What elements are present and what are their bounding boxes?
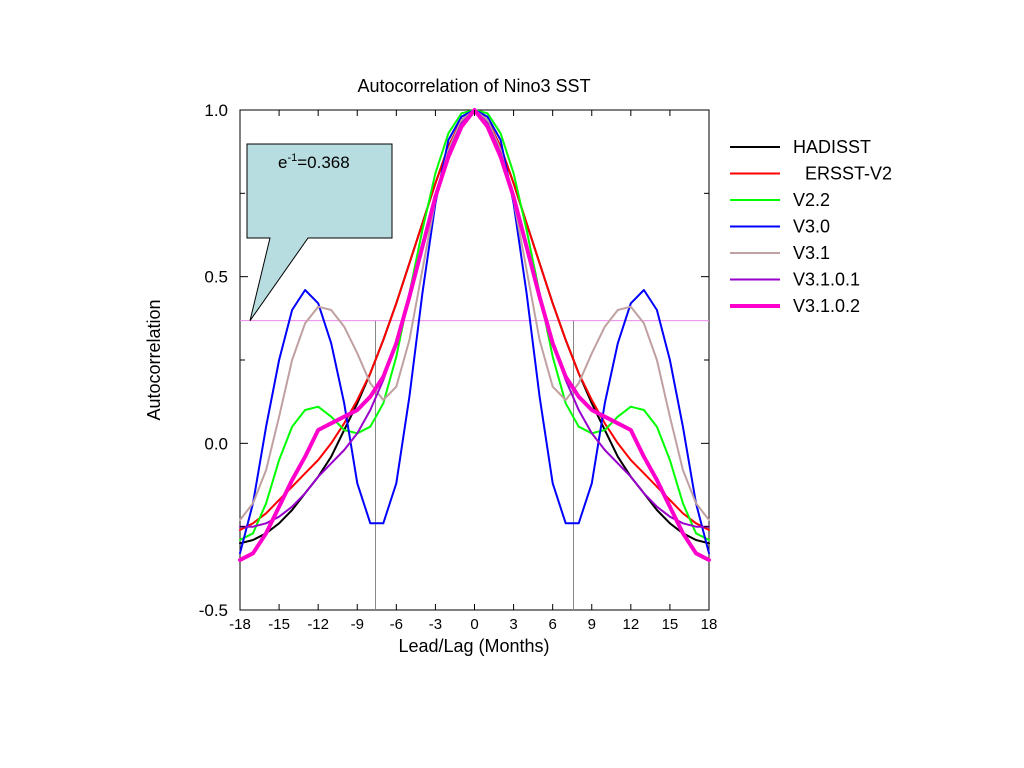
- callout-bubble: [246, 143, 393, 321]
- legend: HADISST ERSST-V2 V2.2 V3.0 V3.1 V3.1.0.1 V3.1.…: [730, 137, 892, 316]
- y-tick-label: 0.5: [204, 268, 228, 287]
- legend-label: V2.2: [793, 190, 830, 210]
- x-tick-label: -6: [390, 616, 403, 633]
- x-tick-label: 3: [509, 616, 517, 633]
- reference-lines: [240, 320, 709, 610]
- x-tick-label: -12: [307, 616, 329, 633]
- legend-label: HADISST: [793, 137, 871, 157]
- y-tick-label: 0.0: [204, 434, 228, 453]
- legend-label: V3.1.0.1: [793, 270, 860, 290]
- x-tick-label: 18: [701, 616, 718, 633]
- x-tick-label: 12: [622, 616, 639, 633]
- y-tick-label: -0.5: [199, 601, 228, 620]
- legend-label: ERSST-V2: [805, 164, 892, 184]
- chart-title: Autocorrelation of Nino3 SST: [357, 76, 590, 96]
- x-tick-label: 9: [588, 616, 596, 633]
- legend-label: V3.0: [793, 217, 830, 237]
- legend-label: V3.1.0.2: [793, 296, 860, 316]
- x-tick-label: -9: [351, 616, 364, 633]
- x-tick-label: -3: [429, 616, 442, 633]
- callout-text: e-1=0.368: [278, 152, 350, 172]
- e-folding-callout: e-1=0.368: [246, 143, 393, 321]
- x-axis-title: Lead/Lag (Months): [398, 636, 549, 656]
- x-tick-label: 0: [470, 616, 478, 633]
- y-axis-title: Autocorrelation: [144, 299, 164, 420]
- y-tick-label: 1.0: [204, 101, 228, 120]
- ticks-layer: -18 -15 -12 -9 -6 -3 0 3 6 9 12 15 18 -0.5 0.0 0.5 1.0: [199, 101, 718, 633]
- x-tick-label: -18: [229, 616, 251, 633]
- x-tick-label: 15: [662, 616, 679, 633]
- legend-label: V3.1: [793, 243, 830, 263]
- x-tick-label: -15: [268, 616, 290, 633]
- x-tick-label: 6: [548, 616, 556, 633]
